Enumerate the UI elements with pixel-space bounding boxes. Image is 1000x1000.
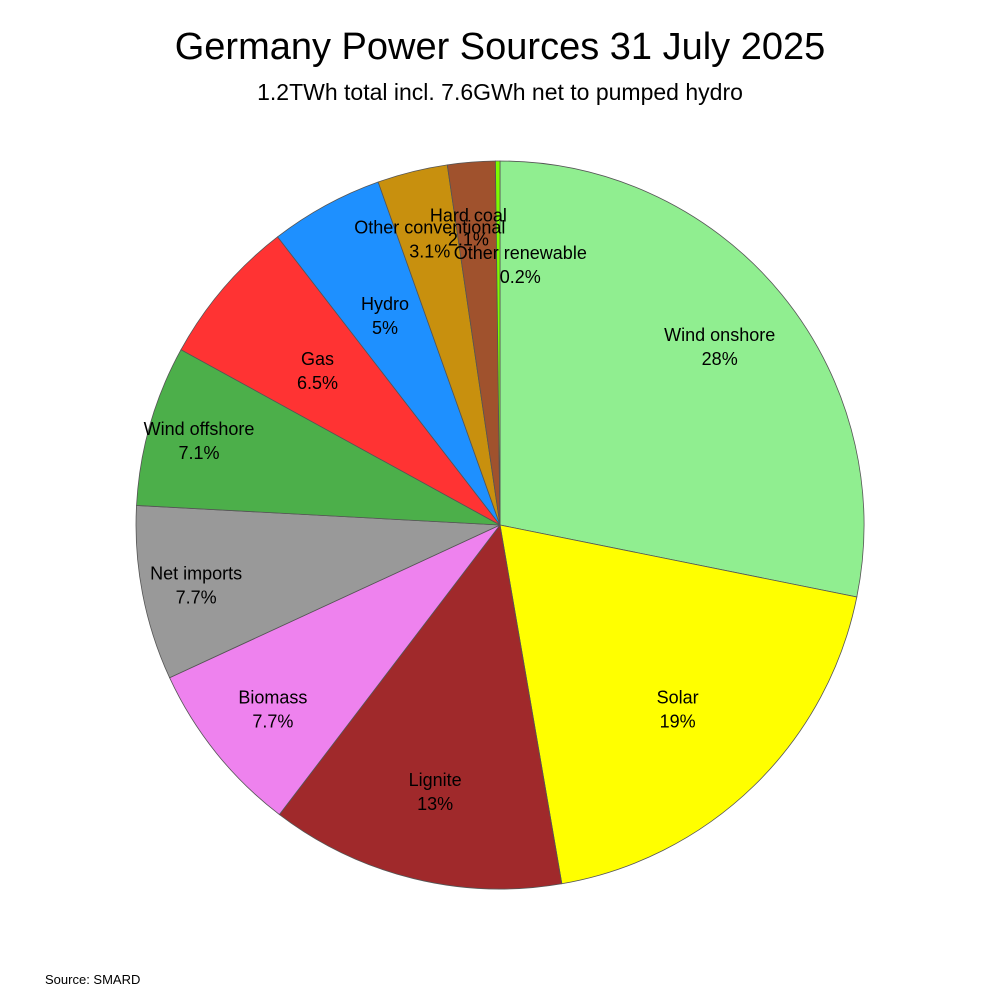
slice-name-net-imports: Net imports <box>150 563 242 583</box>
chart-subtitle: 1.2TWh total incl. 7.6GWh net to pumped … <box>257 79 743 105</box>
chart-title: Germany Power Sources 31 July 2025 <box>174 26 826 68</box>
pie-slices <box>135 160 865 890</box>
pie-slice-net-imports <box>135 505 501 679</box>
slice-name-lignite: Lignite <box>409 770 462 790</box>
slice-percent-other-renewable: 0.2% <box>500 267 541 287</box>
slice-name-other-renewable: Other renewable <box>454 243 587 263</box>
source-note: Source: SMARD <box>45 972 141 987</box>
slice-name-other-conventional: Other conventional <box>354 217 505 237</box>
pie-slice-wind-offshore <box>136 349 501 526</box>
slice-name-solar: Solar <box>657 688 699 708</box>
pie-slice-lignite <box>278 524 563 890</box>
pie-slice-biomass <box>169 524 501 816</box>
slice-percent-biomass: 7.7% <box>252 711 293 731</box>
pie-slice-solar <box>499 524 858 885</box>
slice-name-wind-offshore: Wind offshore <box>144 419 255 439</box>
slice-percent-hard-coal: 2.1% <box>448 230 489 250</box>
slice-percent-wind-onshore: 28% <box>702 349 738 369</box>
slice-percent-net-imports: 7.7% <box>176 587 217 607</box>
pie-labels: Wind onshore 28% Solar 19% Lignite 13% Biomass… <box>144 206 776 815</box>
slice-name-gas: Gas <box>301 349 334 369</box>
slice-percent-gas: 6.5% <box>297 373 338 393</box>
pie-slice-wind-onshore <box>499 160 865 598</box>
slice-name-hard-coal: Hard coal <box>430 206 507 226</box>
slice-name-wind-onshore: Wind onshore <box>664 325 775 345</box>
slice-percent-lignite: 13% <box>417 794 453 814</box>
slice-percent-hydro: 5% <box>372 318 398 338</box>
pie-slice-other-renewable <box>494 160 501 526</box>
slice-percent-other-conventional: 3.1% <box>409 241 450 261</box>
slice-name-hydro: Hydro <box>361 294 409 314</box>
pie-slice-gas <box>180 236 501 526</box>
slice-percent-wind-offshore: 7.1% <box>178 443 219 463</box>
slice-name-biomass: Biomass <box>238 687 307 707</box>
slice-percent-solar: 19% <box>660 712 696 732</box>
